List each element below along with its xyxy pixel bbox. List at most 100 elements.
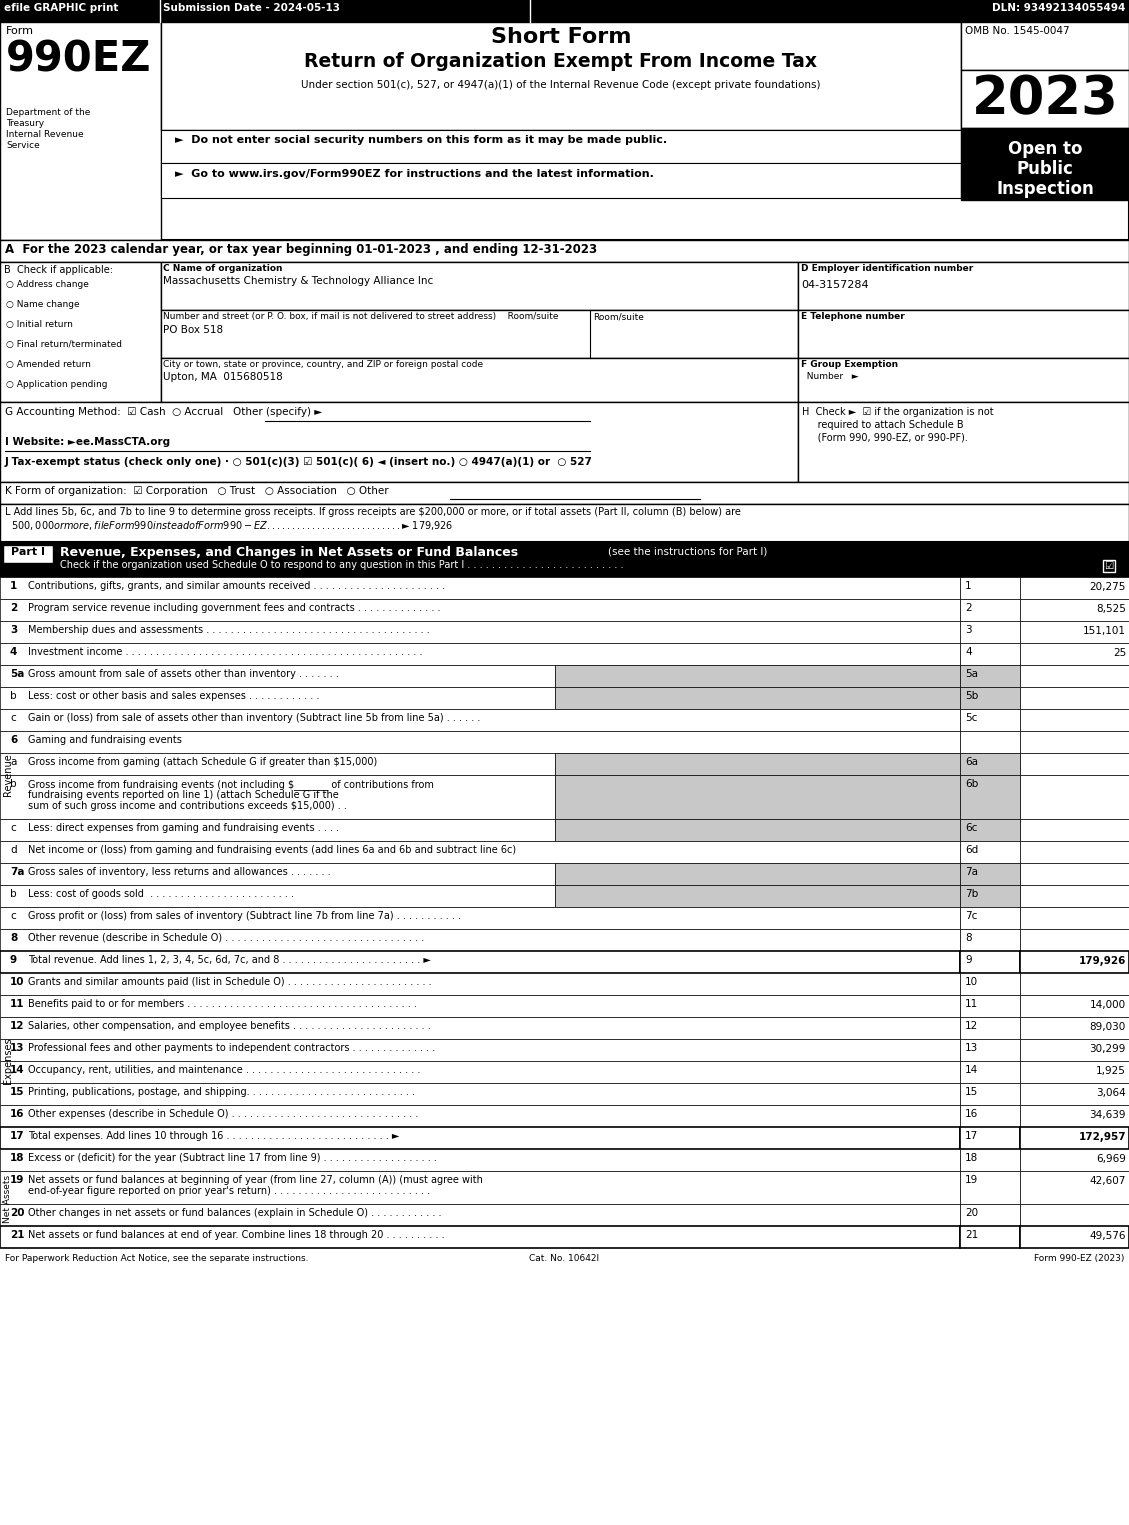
Text: ○ Initial return: ○ Initial return <box>6 320 73 329</box>
Text: 5c: 5c <box>965 714 978 723</box>
Bar <box>1019 1148 1129 1171</box>
Text: 13: 13 <box>10 1043 25 1052</box>
Text: J Tax-exempt status (check only one) · ○ 501(c)(3) ☑ 501(c)( 6) ◄ (insert no.) ○: J Tax-exempt status (check only one) · ○… <box>5 458 593 467</box>
Text: 3: 3 <box>965 625 972 634</box>
Text: 14,000: 14,000 <box>1089 1000 1126 1010</box>
Text: ►  Do not enter social security numbers on this form as it may be made public.: ► Do not enter social security numbers o… <box>175 136 667 145</box>
Text: Short Form: Short Form <box>491 27 631 47</box>
Bar <box>555 686 960 709</box>
Text: Excess or (deficit) for the year (Subtract line 17 from line 9) . . . . . . . . : Excess or (deficit) for the year (Subtra… <box>28 1153 437 1164</box>
Text: Under section 501(c), 527, or 4947(a)(1) of the Internal Revenue Code (except pr: Under section 501(c), 527, or 4947(a)(1)… <box>301 79 821 90</box>
Text: 49,576: 49,576 <box>1089 1231 1126 1241</box>
Text: ○ Amended return: ○ Amended return <box>6 360 90 369</box>
Bar <box>960 644 1019 665</box>
Text: Number   ►: Number ► <box>800 372 859 381</box>
Bar <box>0 994 960 1017</box>
Bar <box>1019 819 1129 840</box>
Bar <box>960 599 1019 621</box>
Text: efile GRAPHIC print: efile GRAPHIC print <box>5 3 119 14</box>
Bar <box>0 1127 960 1148</box>
Bar <box>961 21 1129 70</box>
Bar <box>555 753 960 775</box>
Text: sum of such gross income and contributions exceeds $15,000) . .: sum of such gross income and contributio… <box>28 801 347 811</box>
Text: Submission Date - 2024-05-13: Submission Date - 2024-05-13 <box>163 3 340 14</box>
Text: 19: 19 <box>965 1174 978 1185</box>
Text: 6b: 6b <box>965 779 978 788</box>
Bar <box>960 1127 1019 1148</box>
Text: PO Box 518: PO Box 518 <box>163 325 224 336</box>
Text: Printing, publications, postage, and shipping. . . . . . . . . . . . . . . . . .: Printing, publications, postage, and shi… <box>28 1087 415 1096</box>
Bar <box>0 665 555 686</box>
Text: Gross sales of inventory, less returns and allowances . . . . . . .: Gross sales of inventory, less returns a… <box>28 868 331 877</box>
Bar <box>161 163 961 198</box>
Text: end-of-year figure reported on prior year's return) . . . . . . . . . . . . . . : end-of-year figure reported on prior yea… <box>28 1186 430 1196</box>
Text: 1,925: 1,925 <box>1096 1066 1126 1077</box>
Text: ○ Application pending: ○ Application pending <box>6 380 107 389</box>
Text: 12: 12 <box>10 1022 25 1031</box>
Text: Professional fees and other payments to independent contractors . . . . . . . . : Professional fees and other payments to … <box>28 1043 436 1052</box>
Text: E Telephone number: E Telephone number <box>800 313 904 320</box>
Bar <box>960 1039 1019 1061</box>
Text: Salaries, other compensation, and employee benefits . . . . . . . . . . . . . . : Salaries, other compensation, and employ… <box>28 1022 431 1031</box>
Text: 172,957: 172,957 <box>1078 1132 1126 1142</box>
Bar <box>555 775 960 819</box>
Text: 990EZ: 990EZ <box>6 38 151 79</box>
Bar <box>3 544 53 563</box>
Text: required to attach Schedule B: required to attach Schedule B <box>802 419 964 430</box>
Text: Inspection: Inspection <box>996 180 1094 198</box>
Text: Occupancy, rent, utilities, and maintenance . . . . . . . . . . . . . . . . . . : Occupancy, rent, utilities, and maintena… <box>28 1064 420 1075</box>
Text: 5b: 5b <box>965 691 978 702</box>
Text: 5a: 5a <box>965 669 978 679</box>
Text: c: c <box>10 910 16 921</box>
Bar <box>0 929 960 952</box>
Text: Contributions, gifts, grants, and similar amounts received . . . . . . . . . . .: Contributions, gifts, grants, and simila… <box>28 581 445 592</box>
Bar <box>960 1083 1019 1106</box>
Text: 19: 19 <box>10 1174 25 1185</box>
Bar <box>960 775 1019 819</box>
Bar <box>555 665 960 686</box>
Bar <box>960 994 1019 1017</box>
Text: Less: cost or other basis and sales expenses . . . . . . . . . . . .: Less: cost or other basis and sales expe… <box>28 691 320 702</box>
Text: Investment income . . . . . . . . . . . . . . . . . . . . . . . . . . . . . . . : Investment income . . . . . . . . . . . … <box>28 647 422 657</box>
Text: Grants and similar amounts paid (list in Schedule O) . . . . . . . . . . . . . .: Grants and similar amounts paid (list in… <box>28 978 431 987</box>
Bar <box>1019 665 1129 686</box>
Bar <box>1019 1106 1129 1127</box>
Bar <box>0 1226 960 1247</box>
Text: 9: 9 <box>965 955 972 965</box>
Text: 42,607: 42,607 <box>1089 1176 1126 1186</box>
Bar <box>0 21 161 239</box>
Text: 18: 18 <box>10 1153 25 1164</box>
Text: 7c: 7c <box>965 910 978 921</box>
Text: 17: 17 <box>965 1132 978 1141</box>
Text: Benefits paid to or for members . . . . . . . . . . . . . . . . . . . . . . . . : Benefits paid to or for members . . . . … <box>28 999 417 1010</box>
Text: OMB No. 1545-0047: OMB No. 1545-0047 <box>965 26 1069 37</box>
Text: 7a: 7a <box>10 868 25 877</box>
Bar <box>798 262 1129 310</box>
Text: (see the instructions for Part I): (see the instructions for Part I) <box>609 546 768 557</box>
Bar <box>1019 599 1129 621</box>
Text: DLN: 93492134055494: DLN: 93492134055494 <box>991 3 1124 14</box>
Text: c: c <box>10 824 16 833</box>
Bar <box>0 1061 960 1083</box>
Bar <box>1019 973 1129 994</box>
Text: 6: 6 <box>10 735 17 746</box>
Text: Expenses: Expenses <box>3 1037 14 1084</box>
Bar <box>960 973 1019 994</box>
Bar <box>0 775 555 819</box>
Bar <box>0 621 960 644</box>
Text: 14: 14 <box>10 1064 25 1075</box>
Text: Open to: Open to <box>1008 140 1083 159</box>
Text: For Paperwork Reduction Act Notice, see the separate instructions.: For Paperwork Reduction Act Notice, see … <box>5 1254 308 1263</box>
Text: 6c: 6c <box>965 824 978 833</box>
Text: 30,299: 30,299 <box>1089 1045 1126 1054</box>
Text: Less: direct expenses from gaming and fundraising events . . . .: Less: direct expenses from gaming and fu… <box>28 824 339 833</box>
Bar <box>1019 952 1129 973</box>
Bar <box>161 130 961 163</box>
Text: Less: cost of goods sold  . . . . . . . . . . . . . . . . . . . . . . . .: Less: cost of goods sold . . . . . . . .… <box>28 889 294 900</box>
Text: 20: 20 <box>10 1208 25 1218</box>
Bar <box>960 665 1019 686</box>
Text: 4: 4 <box>10 647 17 657</box>
Bar <box>1019 1226 1129 1247</box>
Text: Gaming and fundraising events: Gaming and fundraising events <box>28 735 182 746</box>
Text: 15: 15 <box>965 1087 978 1096</box>
